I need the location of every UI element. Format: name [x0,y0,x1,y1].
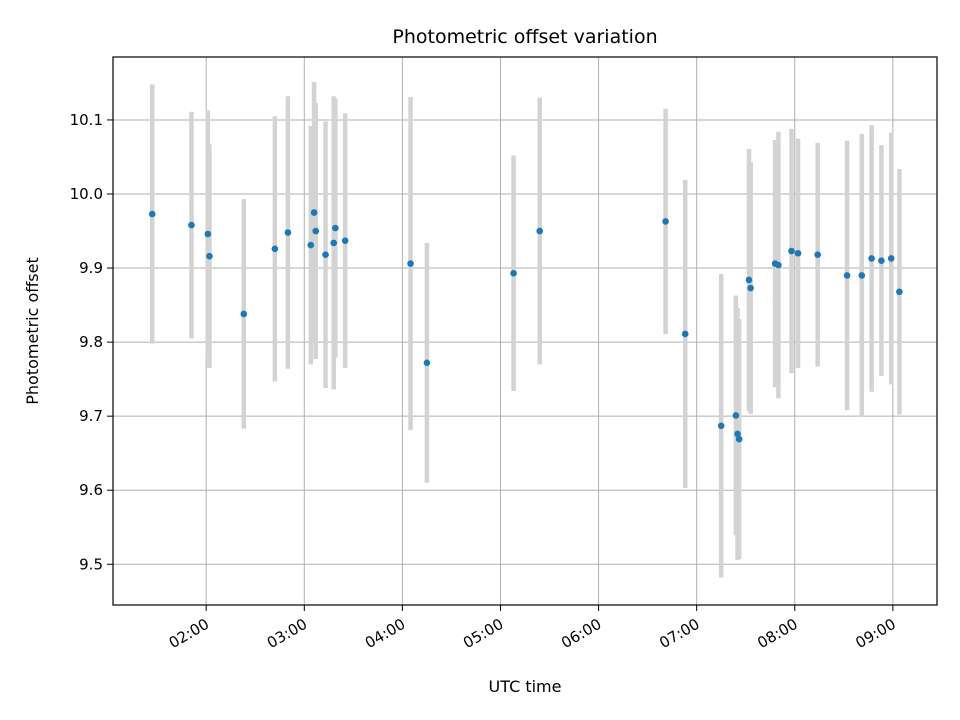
data-point [307,241,315,249]
data-point [332,224,339,232]
data-point [310,209,318,216]
data-point [662,218,669,225]
data-point [717,422,725,430]
data-point [747,284,754,292]
data-point [896,288,903,296]
data-point [330,239,338,247]
data-point [206,252,213,260]
y-tick-label: 9.9 [79,259,103,277]
y-axis-label: Photometric offset [23,257,42,405]
data-point [188,221,195,229]
data-points [148,209,903,443]
data-point [407,260,414,267]
data-point [732,412,740,419]
data-point [271,245,279,253]
plot-area-frame [112,56,938,606]
data-point [794,249,802,257]
data-point [843,272,851,279]
data-point [745,276,753,284]
y-tick-label: 10.1 [70,111,103,129]
y-tick-label: 10.0 [70,185,103,203]
chart-title: Photometric offset variation [392,26,657,48]
data-point [868,255,875,262]
data-point [148,210,156,218]
y-tick-label: 9.5 [79,555,103,573]
x-axis-label: UTC time [489,677,562,696]
data-point [788,247,795,255]
data-point [775,261,782,269]
y-tick-label: 9.6 [79,481,103,499]
y-tick-label: 9.8 [79,333,103,351]
data-point [734,430,741,438]
data-point [312,227,320,235]
data-point [878,257,885,264]
data-point [240,310,248,318]
data-point [858,272,866,279]
data-point [735,435,743,443]
data-point [423,359,431,367]
data-point [284,229,292,236]
data-point [681,330,689,338]
data-point [887,255,895,262]
data-point [536,227,544,235]
data-point [322,251,329,259]
data-point [510,269,517,277]
y-tick-label: 9.7 [79,407,103,425]
data-point [814,251,821,259]
data-point [204,230,212,238]
data-point [341,237,349,244]
